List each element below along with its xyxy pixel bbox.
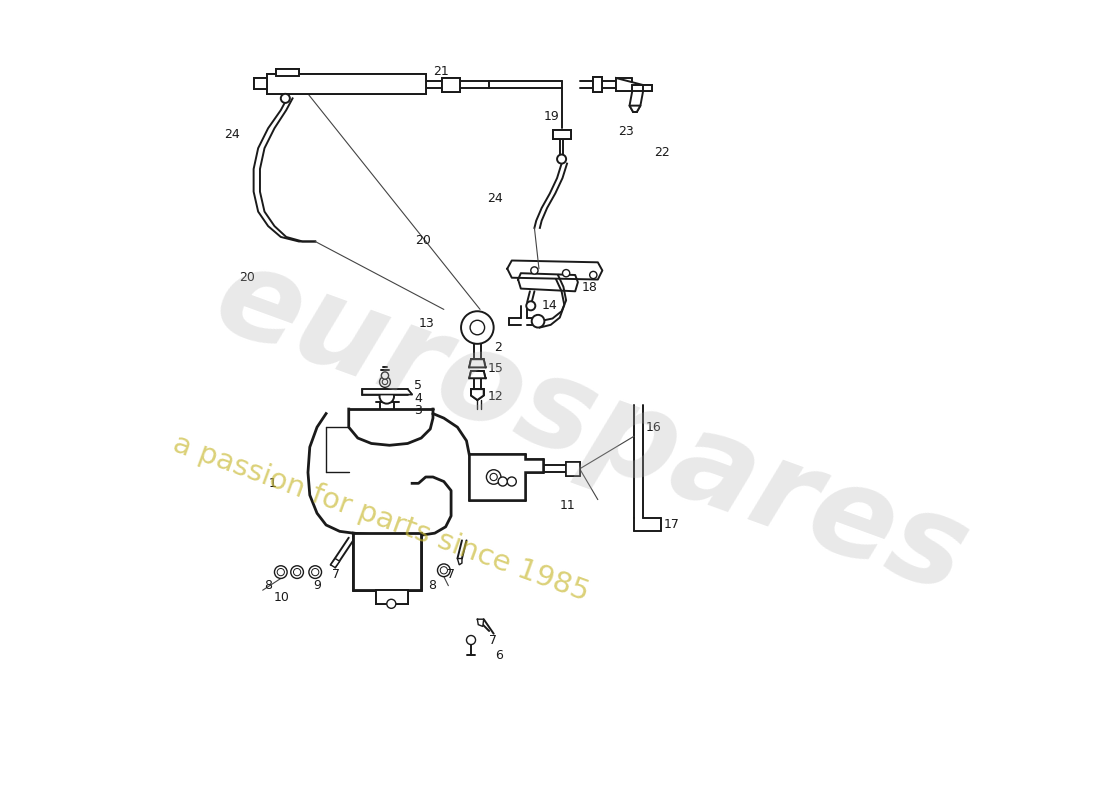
- Polygon shape: [629, 106, 640, 112]
- Text: 23: 23: [618, 126, 634, 138]
- Text: 4: 4: [414, 392, 421, 405]
- Polygon shape: [616, 78, 652, 91]
- Polygon shape: [477, 619, 484, 626]
- Polygon shape: [376, 590, 408, 604]
- Circle shape: [280, 94, 290, 103]
- Circle shape: [277, 569, 285, 576]
- Text: 7: 7: [490, 634, 497, 647]
- Circle shape: [311, 569, 319, 576]
- Circle shape: [379, 389, 394, 404]
- Polygon shape: [362, 389, 412, 394]
- Polygon shape: [254, 78, 267, 90]
- Circle shape: [382, 372, 388, 379]
- Circle shape: [461, 311, 494, 344]
- Text: 18: 18: [582, 281, 597, 294]
- Text: eurospares: eurospares: [199, 235, 983, 619]
- Text: 24: 24: [224, 128, 240, 141]
- Text: 14: 14: [541, 299, 558, 312]
- Polygon shape: [470, 359, 485, 367]
- Text: 15: 15: [487, 362, 503, 374]
- Text: 6: 6: [495, 649, 504, 662]
- Polygon shape: [458, 558, 462, 565]
- Polygon shape: [267, 74, 426, 94]
- Text: 21: 21: [433, 65, 449, 78]
- Text: 7: 7: [447, 568, 454, 582]
- Circle shape: [382, 379, 387, 385]
- Text: 24: 24: [487, 193, 503, 206]
- Polygon shape: [331, 558, 340, 567]
- Text: 9: 9: [314, 579, 321, 592]
- Polygon shape: [276, 70, 299, 76]
- Polygon shape: [353, 533, 421, 590]
- Circle shape: [438, 564, 450, 577]
- Text: 11: 11: [560, 499, 575, 513]
- Polygon shape: [470, 371, 485, 378]
- Text: 17: 17: [664, 518, 680, 531]
- Circle shape: [470, 320, 485, 334]
- Text: 3: 3: [414, 404, 421, 418]
- Polygon shape: [593, 77, 603, 92]
- Circle shape: [294, 569, 300, 576]
- Text: 12: 12: [487, 390, 503, 403]
- Text: 2: 2: [494, 341, 502, 354]
- Circle shape: [562, 270, 570, 277]
- Circle shape: [531, 315, 544, 327]
- Text: 22: 22: [654, 146, 670, 159]
- Text: 7: 7: [332, 568, 340, 582]
- Polygon shape: [470, 454, 543, 500]
- Text: 5: 5: [414, 379, 422, 392]
- Text: 19: 19: [543, 110, 559, 123]
- Circle shape: [531, 267, 538, 274]
- Text: a passion for parts since 1985: a passion for parts since 1985: [168, 430, 592, 606]
- Text: 8: 8: [429, 579, 437, 592]
- Circle shape: [490, 474, 497, 481]
- Circle shape: [466, 635, 475, 645]
- Circle shape: [275, 566, 287, 578]
- Text: 13: 13: [419, 318, 435, 330]
- Circle shape: [526, 302, 536, 310]
- Text: 20: 20: [416, 234, 431, 247]
- Circle shape: [498, 477, 507, 486]
- Text: 16: 16: [646, 421, 661, 434]
- Circle shape: [309, 566, 321, 578]
- Text: 8: 8: [264, 579, 272, 592]
- Circle shape: [379, 377, 390, 387]
- Polygon shape: [552, 130, 571, 139]
- Circle shape: [590, 271, 597, 278]
- Text: 20: 20: [240, 271, 255, 284]
- Circle shape: [387, 599, 396, 608]
- Polygon shape: [471, 389, 484, 400]
- Polygon shape: [442, 78, 460, 92]
- Polygon shape: [566, 462, 580, 476]
- Circle shape: [507, 477, 516, 486]
- Circle shape: [557, 154, 566, 163]
- Text: 1: 1: [268, 477, 276, 490]
- Circle shape: [440, 566, 448, 574]
- Text: 10: 10: [274, 591, 290, 604]
- Circle shape: [290, 566, 304, 578]
- Circle shape: [486, 470, 500, 484]
